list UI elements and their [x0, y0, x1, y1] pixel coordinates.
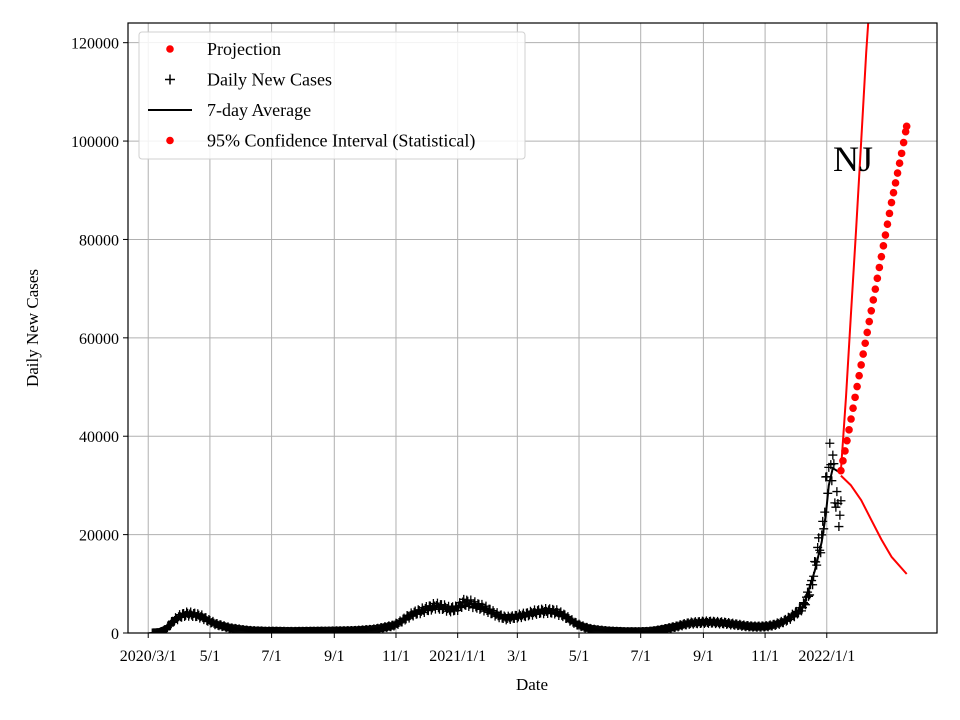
projection-point	[893, 169, 902, 177]
legend-label: 95% Confidence Interval (Statistical)	[207, 131, 475, 152]
projection-point	[899, 138, 908, 147]
daily-case-marker	[834, 522, 844, 532]
projection-point	[895, 159, 904, 168]
projection-point	[897, 149, 906, 158]
average-line	[152, 467, 842, 633]
x-tick-label: 2022/1/1	[798, 648, 855, 665]
projection-point	[902, 122, 911, 131]
x-tick-label: 2021/1/1	[429, 648, 486, 665]
x-tick-label: 7/1	[261, 648, 281, 665]
x-tick-label: 9/1	[324, 648, 344, 665]
y-tick-label: 60000	[79, 331, 119, 348]
projection-point	[853, 382, 861, 391]
y-tick-label: 120000	[71, 36, 119, 53]
daily-case-marker	[147, 628, 157, 633]
projection-point	[869, 296, 878, 304]
projection-point	[847, 415, 855, 423]
y-axis-label: Daily New Cases	[23, 269, 42, 387]
y-tick-label: 0	[111, 626, 119, 643]
projection-point	[861, 339, 870, 348]
plot-frame	[127, 22, 938, 634]
projection-point	[855, 371, 863, 380]
projection-point	[873, 274, 882, 283]
axes: 2020/3/1 5/1 7/1 9/1 11/1 2021/1/1 3/1 5/1 7/1 9/…	[71, 36, 855, 665]
legend-label: Projection	[207, 39, 281, 59]
x-tick-label: 11/1	[382, 648, 410, 665]
projection-point	[859, 350, 867, 358]
projection-point	[865, 317, 874, 326]
projection-point	[877, 252, 886, 261]
y-tick-label: 100000	[71, 134, 119, 151]
legend-box	[138, 31, 526, 160]
projection-point	[887, 198, 896, 207]
daily-case-marker	[822, 472, 832, 482]
projection-point	[857, 361, 865, 369]
projection-point	[885, 209, 894, 218]
projection-point	[849, 404, 857, 412]
projection-point	[863, 328, 872, 337]
x-tick-label: 2020/3/1	[120, 648, 177, 665]
x-tick-label: 7/1	[630, 648, 650, 665]
y-tick-label: 80000	[79, 232, 119, 249]
y-tick-label: 40000	[79, 429, 119, 446]
daily-case-marker	[835, 510, 845, 520]
projection-point	[867, 306, 876, 315]
legend-label: 7-day Average	[207, 100, 311, 120]
x-tick-label: 9/1	[693, 648, 713, 665]
x-tick-label: 3/1	[507, 648, 527, 665]
projection-point	[879, 242, 888, 250]
projection-point	[843, 436, 851, 445]
projection-point	[881, 231, 890, 239]
daily-case-marker	[831, 502, 841, 512]
projection-point	[845, 426, 853, 434]
confidence-interval-line	[840, 474, 908, 575]
daily-case-marker	[827, 476, 837, 486]
projection-point	[889, 188, 898, 197]
daily-case-marker	[836, 496, 846, 506]
projection-point	[891, 179, 900, 187]
y-tick-label: 20000	[79, 528, 119, 545]
legend-dot-marker	[166, 45, 174, 53]
daily-case-marker	[828, 450, 838, 460]
daily-case-marker	[832, 487, 842, 497]
daily-case-marker	[820, 507, 830, 517]
projection-point	[875, 263, 884, 272]
state-annotation: NJ	[833, 139, 873, 179]
series-group	[147, 23, 911, 633]
x-axis-label: Date	[516, 675, 548, 694]
projection-point	[871, 285, 880, 293]
projection-point	[839, 457, 847, 465]
legend-label: Daily New Cases	[207, 70, 332, 90]
x-tick-label: 11/1	[751, 648, 779, 665]
confidence-interval-line	[839, 23, 870, 471]
x-tick-label: 5/1	[569, 648, 589, 665]
legend-dot-marker	[166, 136, 174, 145]
x-tick-label: 5/1	[200, 648, 220, 665]
daily-case-marker	[825, 438, 835, 448]
legend: Projection Daily New Cases 7-day Average 95…	[138, 31, 526, 160]
daily-case-marker	[829, 459, 839, 469]
projection-point	[851, 393, 859, 402]
projection-point	[883, 220, 892, 229]
series-layer	[147, 23, 911, 633]
legend-plus-marker	[165, 74, 175, 85]
